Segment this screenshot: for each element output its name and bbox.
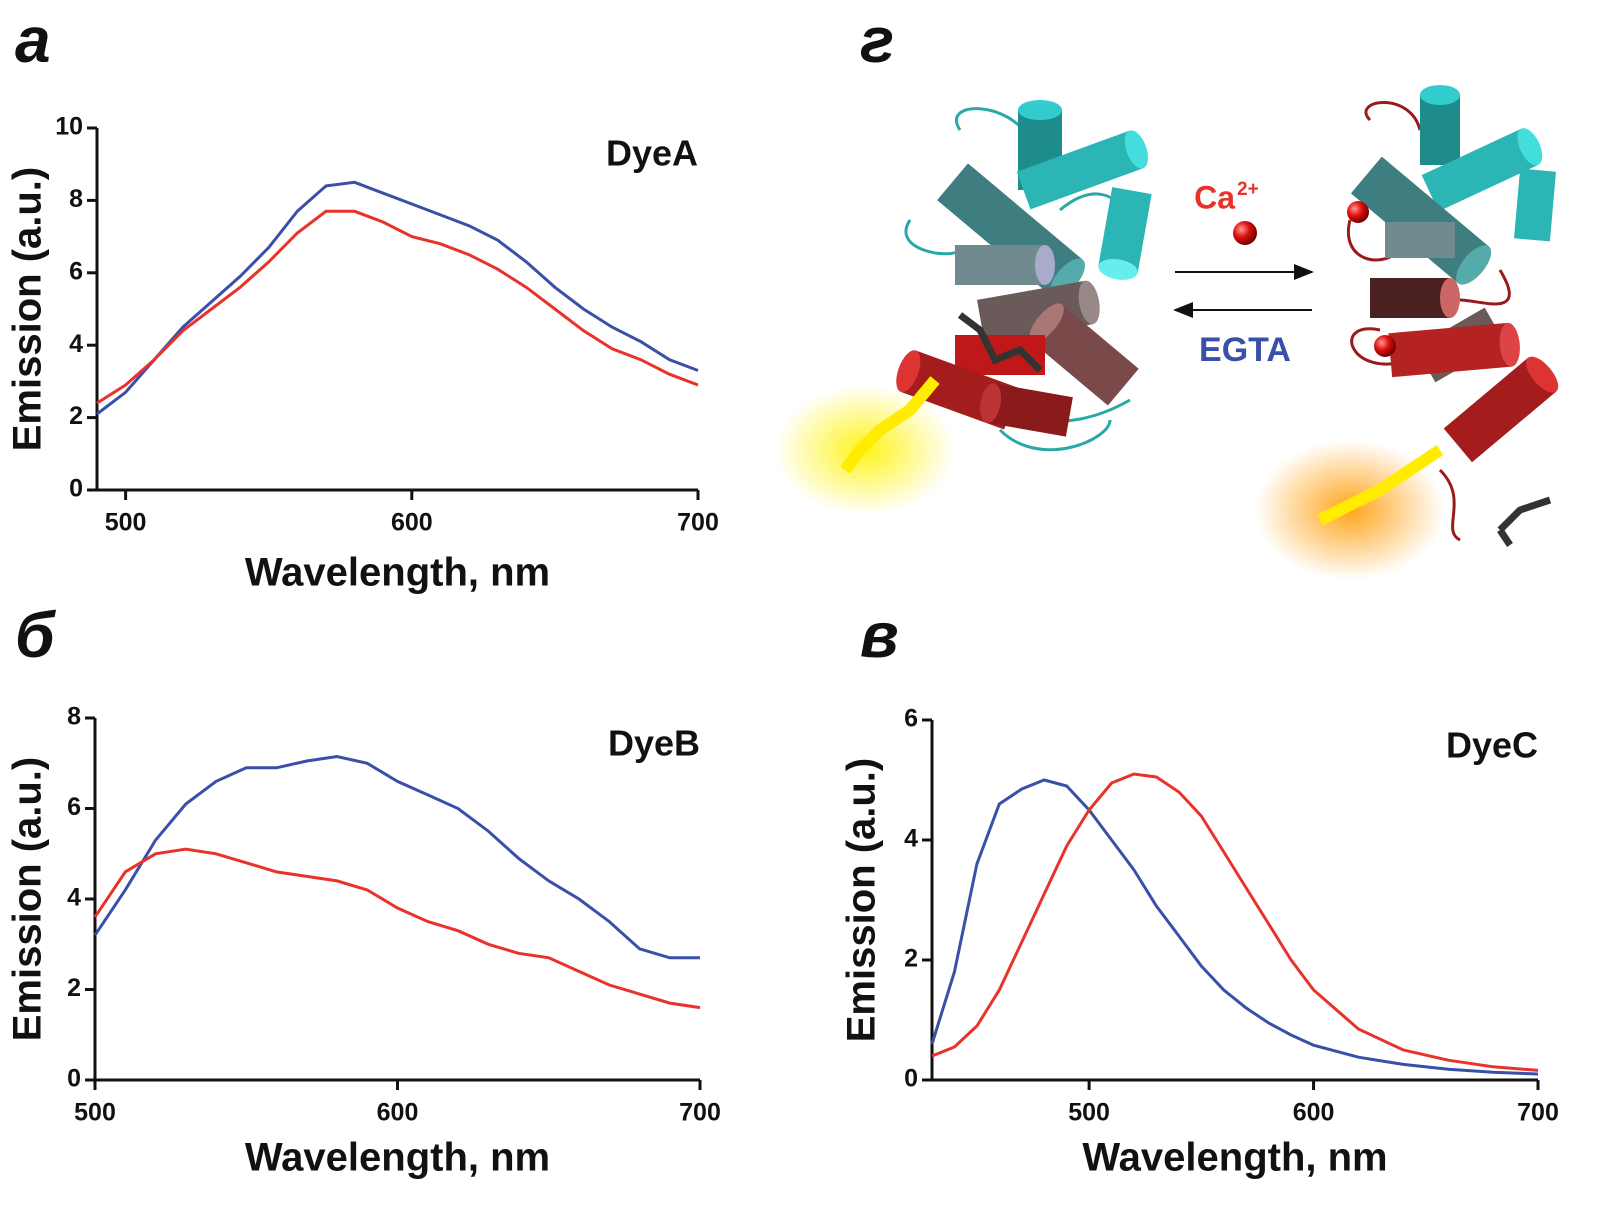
chart-title: DyeA (606, 133, 698, 174)
y-tick-label: 0 (904, 1065, 918, 1093)
y-tick-label: 6 (69, 257, 83, 285)
y-tick-label: 4 (69, 330, 83, 358)
series-line (930, 778, 1539, 1076)
x-tick-label: 700 (679, 1099, 721, 1127)
series-line (96, 209, 699, 405)
y-tick-label: 0 (69, 475, 83, 503)
y-tick-label: 2 (69, 402, 83, 430)
series-line (96, 180, 699, 416)
series-line (93, 847, 701, 1010)
chart-title: DyeB (608, 723, 700, 764)
panel-label: а (15, 4, 51, 76)
ca-label: Ca (1194, 179, 1235, 215)
panel-label: в (860, 599, 899, 671)
x-tick-label: 500 (1068, 1099, 1110, 1127)
ca-charge: 2+ (1237, 179, 1259, 200)
x-tick-label: 600 (377, 1099, 419, 1127)
x-axis-title: Wavelength, nm (1082, 1136, 1387, 1180)
y-tick-label: 8 (69, 185, 83, 213)
y-tick-label: 4 (67, 884, 81, 912)
series-line (93, 754, 700, 960)
panel-label: г (860, 4, 894, 76)
y-tick-label: 4 (904, 825, 918, 853)
y-tick-label: 2 (904, 945, 918, 973)
x-axis-title: Wavelength, nm (245, 551, 550, 595)
series-line (931, 772, 1539, 1072)
x-tick-label: 500 (105, 509, 147, 537)
x-tick-label: 600 (391, 509, 433, 537)
calcium-ion (1233, 221, 1257, 245)
y-axis-title: Emission (a.u.) (6, 167, 50, 452)
y-tick-label: 2 (67, 974, 81, 1002)
chart-title: DyeC (1446, 725, 1538, 766)
y-tick-label: 8 (67, 703, 81, 731)
x-tick-label: 600 (1293, 1099, 1335, 1127)
helices-bound (1317, 85, 1559, 547)
y-tick-label: 0 (67, 1065, 81, 1093)
residue (957, 312, 1043, 373)
panel-label: б (15, 599, 57, 671)
x-tick-label: 700 (1517, 1099, 1559, 1127)
x-axis-title: Wavelength, nm (245, 1136, 550, 1180)
egta-label: EGTA (1199, 331, 1291, 369)
protein-diagram: Ca 2+ EGTA г (775, 4, 1559, 580)
y-tick-label: 6 (67, 793, 81, 821)
y-tick-label: 6 (904, 705, 918, 733)
x-tick-label: 500 (74, 1099, 116, 1127)
dye (840, 376, 940, 474)
y-axis-title: Emission (a.u.) (840, 758, 884, 1043)
y-axis-title: Emission (a.u.) (6, 757, 50, 1042)
x-tick-label: 700 (677, 509, 719, 537)
y-tick-label: 10 (55, 113, 83, 141)
helices (840, 100, 1152, 474)
